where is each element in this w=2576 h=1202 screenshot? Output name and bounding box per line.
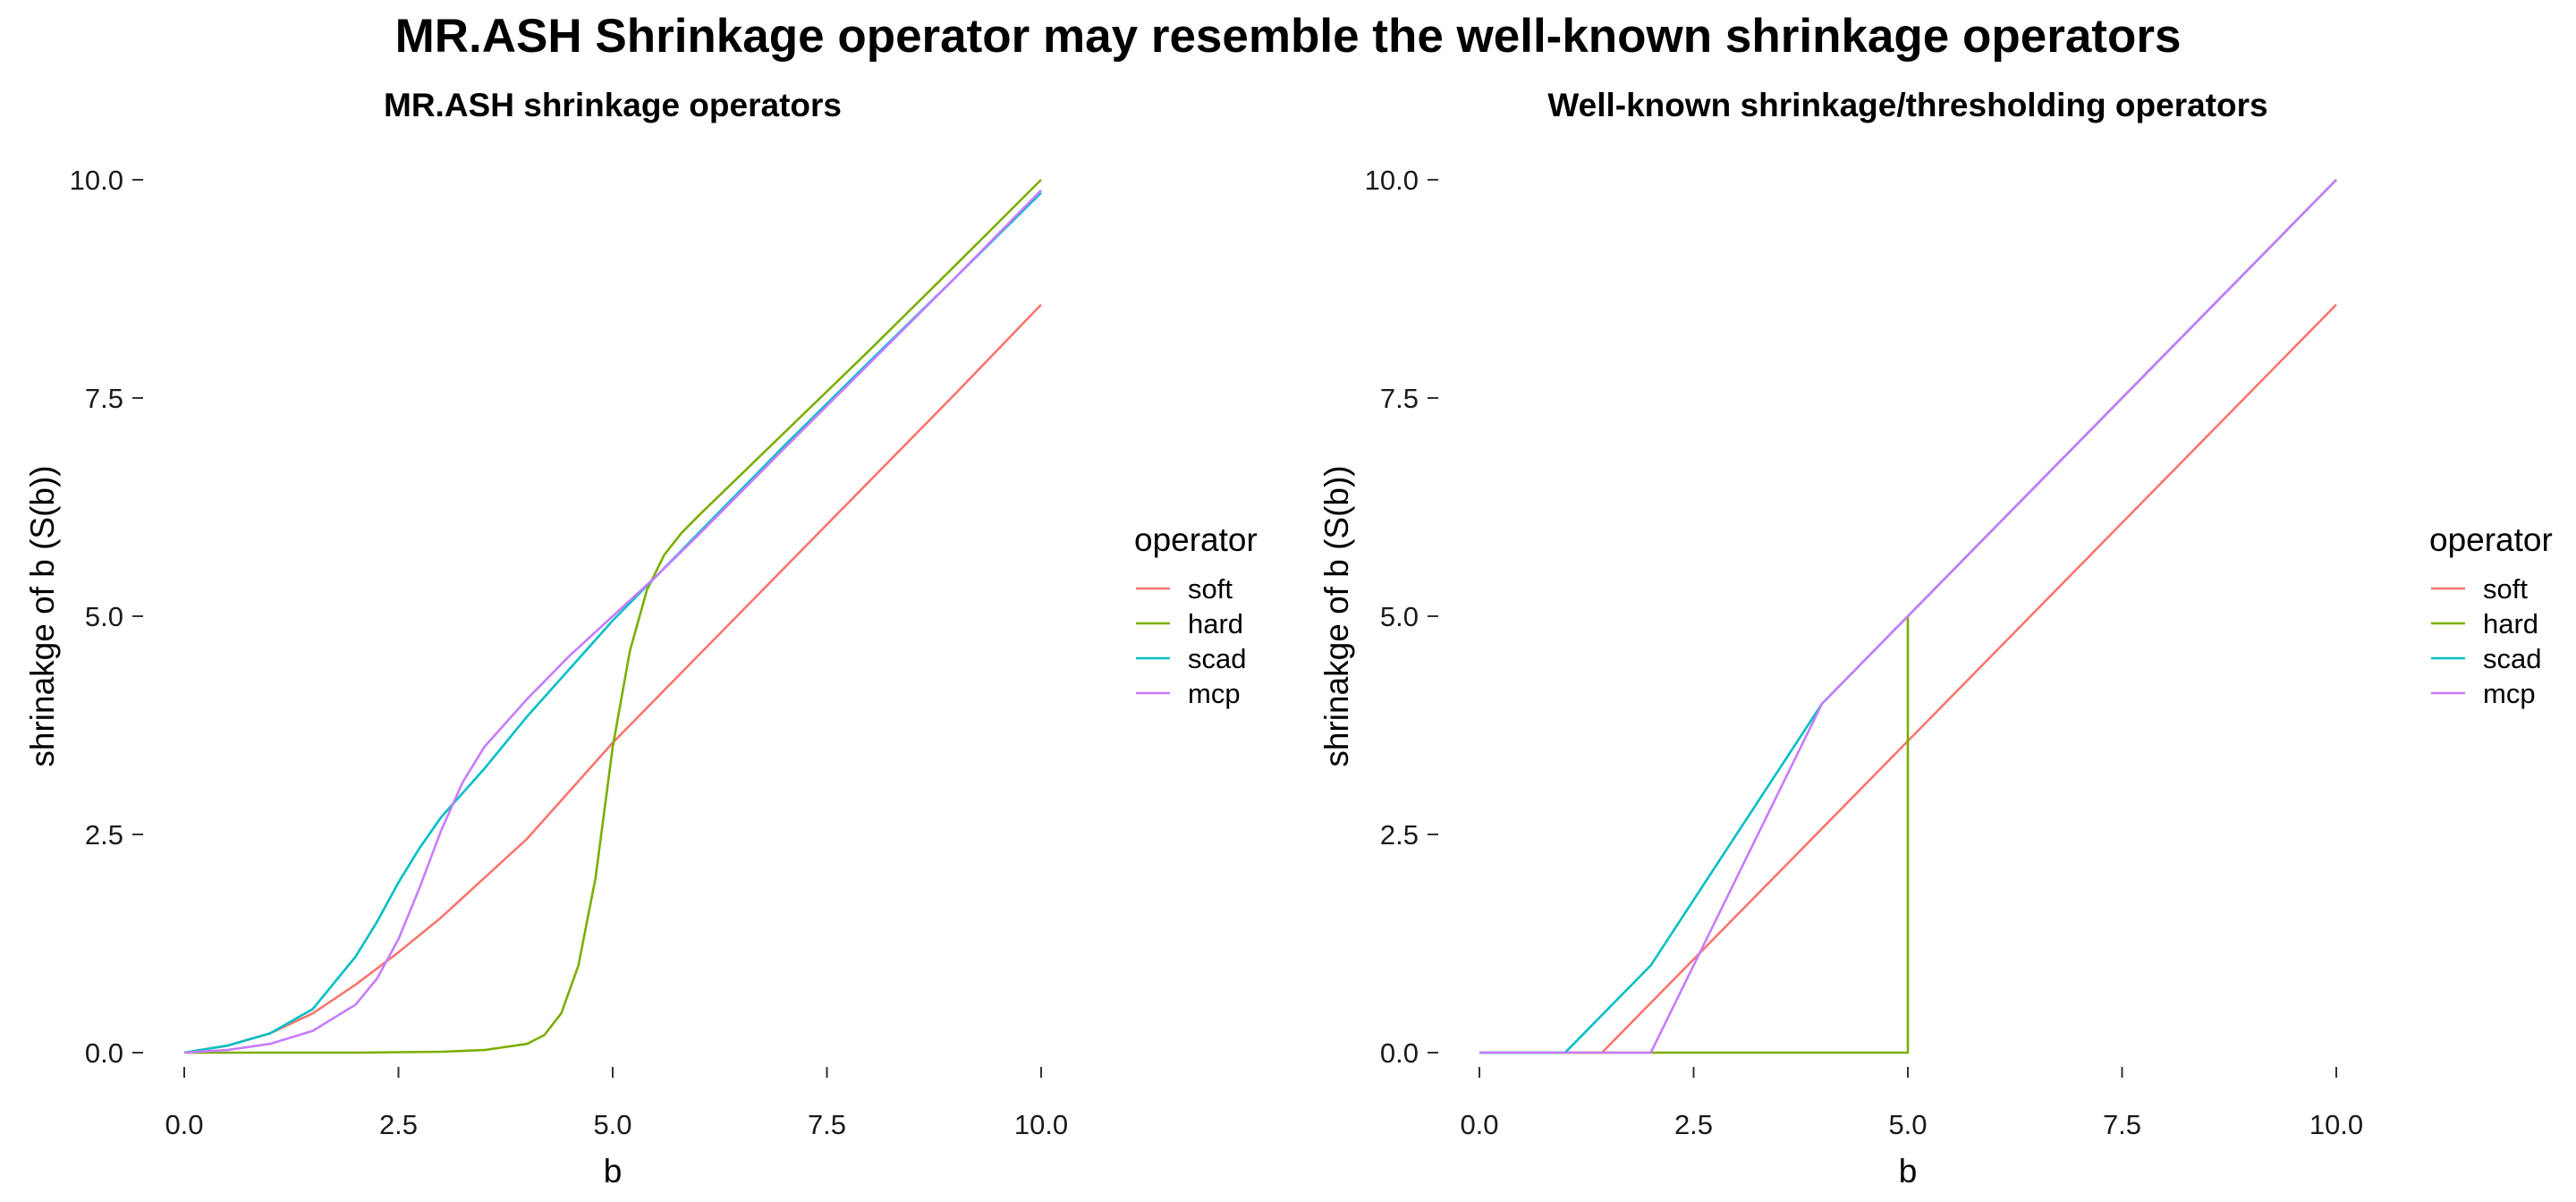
y-tick-label: 0.0 — [85, 1037, 123, 1069]
x-tick-label: 5.0 — [1888, 1109, 1927, 1140]
x-axis-title: b — [604, 1153, 623, 1189]
legend-label-scad: scad — [2483, 643, 2541, 674]
y-tick-label: 2.5 — [1380, 819, 1419, 851]
x-tick-label: 5.0 — [593, 1109, 631, 1140]
y-axis-title: shrinakge of b (S(b)) — [1318, 465, 1355, 766]
x-tick-label: 10.0 — [2309, 1109, 2363, 1140]
series-line-mcp — [183, 189, 1042, 1054]
x-tick-label: 2.5 — [379, 1109, 418, 1140]
x-tick-label: 0.0 — [1460, 1109, 1498, 1140]
x-tick-label: 7.5 — [2103, 1109, 2141, 1140]
legend-label-mcp: mcp — [2483, 678, 2536, 709]
legend-label-hard: hard — [1188, 608, 1243, 639]
right-panel: Well-known shrinkage/thresholding operat… — [1318, 87, 2553, 1189]
x-tick-label: 10.0 — [1014, 1109, 1068, 1140]
legend-label-scad: scad — [1188, 643, 1246, 674]
x-tick-label: 0.0 — [165, 1109, 203, 1140]
panel-title: MR.ASH shrinkage operators — [384, 87, 842, 123]
x-tick-label: 2.5 — [1674, 1109, 1713, 1140]
series-line-mcp — [1479, 179, 2337, 1054]
legend-label-hard: hard — [2483, 608, 2538, 639]
left-panel: MR.ASH shrinkage operators 0.0 2.5 5.0 7.5 10… — [24, 87, 1258, 1189]
y-tick-label: 7.5 — [85, 383, 123, 414]
x-tick-label: 7.5 — [808, 1109, 846, 1140]
legend-label-mcp: mcp — [1188, 678, 1241, 709]
legend-label-soft: soft — [2483, 573, 2528, 605]
legend-title: operator — [2429, 521, 2553, 558]
y-axis-title: shrinakge of b (S(b)) — [24, 465, 61, 766]
x-axis-title: b — [1899, 1153, 1918, 1189]
panel-title: Well-known shrinkage/thresholding operat… — [1547, 87, 2267, 123]
legend-label-soft: soft — [1188, 573, 1233, 605]
y-tick-label: 0.0 — [1380, 1037, 1419, 1069]
y-tick-label: 5.0 — [85, 601, 123, 632]
y-tick-label: 7.5 — [1380, 383, 1419, 414]
legend-title: operator — [1134, 521, 1258, 558]
series-line-scad — [183, 191, 1042, 1054]
y-tick-label: 10.0 — [70, 165, 123, 196]
y-tick-label: 10.0 — [1365, 165, 1419, 196]
series-line-soft — [183, 303, 1042, 1054]
series-line-hard — [184, 179, 1042, 1054]
figure-title: MR.ASH Shrinkage operator may resemble t… — [395, 10, 2182, 63]
y-tick-label: 5.0 — [1380, 601, 1419, 632]
y-tick-label: 2.5 — [85, 819, 123, 851]
